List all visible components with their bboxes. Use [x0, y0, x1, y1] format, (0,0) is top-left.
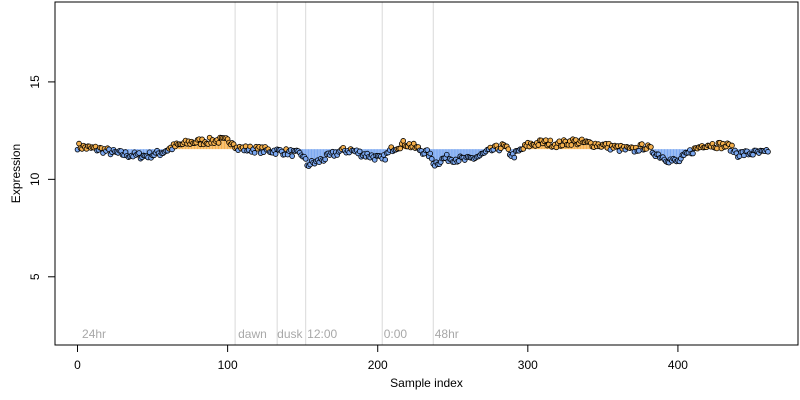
y-tick-label: 10 [28, 172, 42, 186]
data-point [443, 151, 450, 158]
data-point [568, 142, 575, 148]
data-point [765, 148, 771, 155]
phase-label: 0:00 [384, 327, 408, 341]
data-point [382, 156, 389, 163]
data-point [636, 147, 642, 154]
data-point [356, 148, 363, 155]
y-axis-title: Expression [9, 144, 23, 203]
data-points [74, 134, 771, 169]
phase-label: 24hr [82, 327, 106, 341]
y-axis: 5 10 15 [28, 75, 56, 280]
phase-lines [234, 2, 434, 345]
data-point [251, 150, 258, 156]
plot-frame [54, 1, 799, 346]
phase-label: dusk [277, 327, 303, 341]
x-axis: 0 100 200 300 400 [74, 344, 688, 372]
phase-label: dawn [238, 327, 267, 341]
data-point [511, 154, 518, 161]
x-axis-title: Sample index [390, 376, 463, 390]
data-point [690, 150, 696, 157]
data-point [400, 138, 407, 144]
data-point [302, 156, 309, 162]
data-point [714, 145, 720, 152]
data-point [648, 144, 654, 150]
data-point [215, 140, 222, 146]
phase-labels: 24hr dawn dusk 12:00 0:00 48hr [82, 327, 459, 341]
data-point [136, 150, 142, 156]
data-point [505, 146, 512, 152]
data-point [76, 140, 82, 147]
data-point [322, 156, 328, 163]
x-tick-label: 200 [368, 358, 388, 372]
data-point [397, 145, 404, 152]
x-tick-label: 100 [218, 358, 238, 372]
y-tick-label: 5 [28, 273, 42, 280]
data-point [428, 156, 435, 162]
x-tick-label: 300 [518, 358, 538, 372]
data-point [729, 142, 735, 149]
data-point [639, 141, 645, 147]
phase-label: 12:00 [307, 327, 337, 341]
x-tick-label: 400 [668, 358, 688, 372]
data-point [535, 142, 542, 148]
phase-label: 48hr [435, 327, 459, 341]
x-tick-label: 0 [74, 358, 81, 372]
data-point [289, 153, 295, 159]
data-point [547, 137, 554, 144]
data-point [272, 151, 279, 157]
data-point [424, 147, 431, 153]
y-tick-label: 15 [28, 75, 42, 89]
data-point [543, 137, 549, 143]
data-point [427, 150, 434, 157]
